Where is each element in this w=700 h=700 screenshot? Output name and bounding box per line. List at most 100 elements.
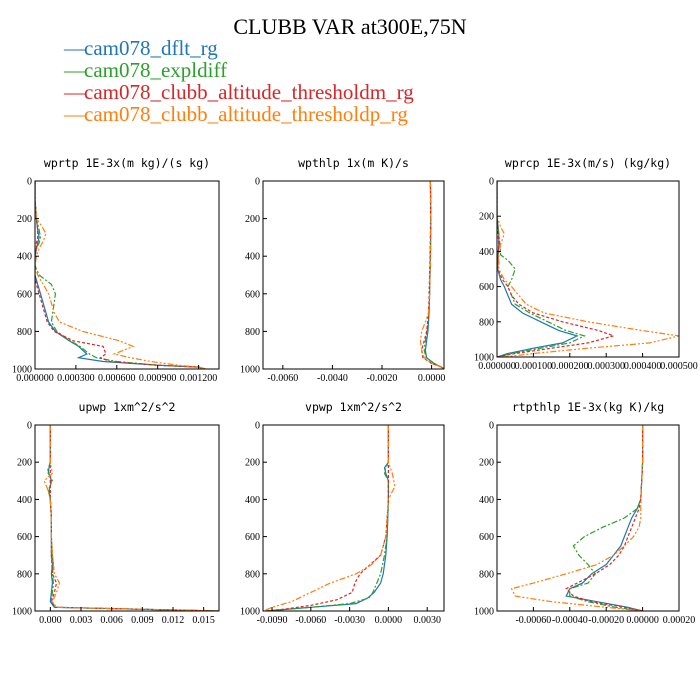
plot-frame [262, 424, 445, 612]
y-tick-label: 600 [17, 532, 32, 543]
series-group [43, 425, 219, 611]
x-tick-label: 0.000000 [478, 361, 516, 372]
x-tick-label: 0.000900 [139, 373, 177, 384]
y-tick-label: 0 [255, 177, 260, 188]
y-tick-label: 400 [479, 247, 494, 258]
y-tick-label: 600 [17, 289, 32, 300]
y-tick-label: 400 [17, 495, 32, 506]
plot-frame [262, 180, 445, 370]
y-tick-label: 0 [489, 421, 494, 432]
series-group [419, 181, 444, 369]
x-tick-label: 0.015 [192, 615, 215, 626]
chart-panel: wprcp 1E-3x(m/s) (kg/kg) 0 200 400 600 800 100… [474, 156, 698, 372]
x-tick-label: 0.0000 [375, 615, 403, 626]
series-line [497, 181, 616, 357]
series-line [265, 425, 389, 611]
y-tick-label: 400 [245, 252, 260, 263]
y-tick-label: 200 [17, 458, 32, 469]
x-tick-label: 0.0030 [413, 615, 441, 626]
series-line [421, 181, 444, 369]
chart-panel: wpthlp 1x(m K)/s 0 200 400 600 800 1000 -0.0060… [240, 156, 445, 384]
legend-dash: — [64, 58, 85, 82]
y-tick-label: 800 [479, 569, 494, 580]
plot-frame [496, 424, 680, 612]
legend-dash: — [64, 102, 85, 126]
y-tick-label: 800 [245, 327, 260, 338]
y-tick-label: 1000 [12, 607, 32, 618]
x-tick-label: 0.000400 [624, 361, 662, 372]
y-tick-label: 400 [245, 495, 260, 506]
y-tick-label: 800 [479, 317, 494, 328]
plot-frame [34, 424, 220, 612]
chart-panel: vpwp 1xm^2/s^2 0 200 400 600 800 1000-0.0090 -0… [240, 400, 445, 626]
series-group [510, 425, 644, 611]
y-tick-label: 600 [245, 532, 260, 543]
y-tick-label: 0 [27, 421, 32, 432]
series-line [510, 425, 644, 611]
series-line [49, 425, 219, 611]
series-line [35, 181, 206, 369]
legend-label: cam078_dflt_rg [84, 36, 218, 60]
x-tick-label: 0.009 [131, 615, 154, 626]
x-tick-label: -0.0040 [317, 373, 348, 384]
y-tick-label: 1000 [474, 353, 494, 364]
x-tick-label: 0.001200 [180, 373, 218, 384]
x-tick-label: -0.0060 [295, 615, 326, 626]
y-tick-label: 0 [27, 177, 32, 188]
panel-title: rtpthlp 1E-3x(kg K)/kg [512, 400, 664, 414]
legend-label: cam078_clubb_altitude_thresholdm_rg [84, 80, 414, 104]
series-line [565, 425, 644, 611]
y-tick-label: 0 [255, 421, 260, 432]
series-line [46, 425, 219, 611]
x-tick-label: -0.0020 [367, 373, 398, 384]
x-tick-label: 0.000200 [551, 361, 589, 372]
x-tick-label: 0.000100 [515, 361, 553, 372]
chart-panel: wprtp 1E-3x(m kg)/(s kg) 0 200 400 600 800 100… [12, 156, 220, 384]
y-tick-label: 800 [245, 569, 260, 580]
panel-title: upwp 1xm^2/s^2 [79, 400, 176, 414]
y-tick-label: 200 [245, 458, 260, 469]
series-group [263, 425, 396, 611]
series-line [497, 181, 587, 357]
y-tick-label: 400 [17, 252, 32, 263]
y-tick-label: 600 [479, 282, 494, 293]
y-tick-label: 1000 [12, 365, 32, 376]
x-tick-label: 0.00020 [663, 615, 696, 626]
legend: —cam078_dflt_rg —cam078_expldiff —cam078… [64, 37, 414, 125]
y-tick-label: 200 [479, 212, 494, 223]
legend-dash: — [64, 36, 85, 60]
y-tick-label: 400 [479, 495, 494, 506]
panel-title: wpthlp 1x(m K)/s [298, 156, 409, 170]
x-tick-label: 0.012 [162, 615, 185, 626]
series-group [497, 181, 679, 357]
series-group [35, 181, 206, 369]
legend-dash: — [64, 80, 85, 104]
x-tick-label: -0.00020 [588, 615, 624, 626]
y-tick-label: 200 [479, 458, 494, 469]
series-line [263, 425, 396, 611]
x-tick-label: -0.0090 [257, 615, 288, 626]
legend-item: —cam078_clubb_altitude_thresholdp_rg [64, 103, 414, 125]
page-title: CLUBB VAR at300E,75N [233, 14, 467, 39]
legend-label: cam078_clubb_altitude_thresholdp_rg [84, 102, 408, 126]
panel-title: vpwp 1xm^2/s^2 [305, 400, 402, 414]
plot-frame [496, 180, 680, 358]
y-tick-label: 600 [479, 532, 494, 543]
x-tick-label: -0.00040 [552, 615, 588, 626]
x-tick-label: 0.000300 [587, 361, 625, 372]
y-tick-label: 600 [245, 289, 260, 300]
series-line [424, 181, 444, 369]
x-tick-label: -0.0060 [267, 373, 298, 384]
series-line [565, 425, 644, 611]
legend-item: —cam078_expldiff [64, 59, 414, 81]
x-tick-label: 0.000500 [660, 361, 698, 372]
legend-item: —cam078_dflt_rg [64, 37, 414, 59]
legend-item: —cam078_clubb_altitude_thresholdm_rg [64, 81, 414, 103]
y-tick-label: 1000 [240, 365, 260, 376]
x-tick-label: 0.000300 [57, 373, 95, 384]
y-tick-label: 200 [17, 214, 32, 225]
series-line [35, 181, 206, 369]
series-line [47, 425, 219, 611]
x-tick-label: 0.00000 [626, 615, 659, 626]
series-line [569, 425, 644, 611]
